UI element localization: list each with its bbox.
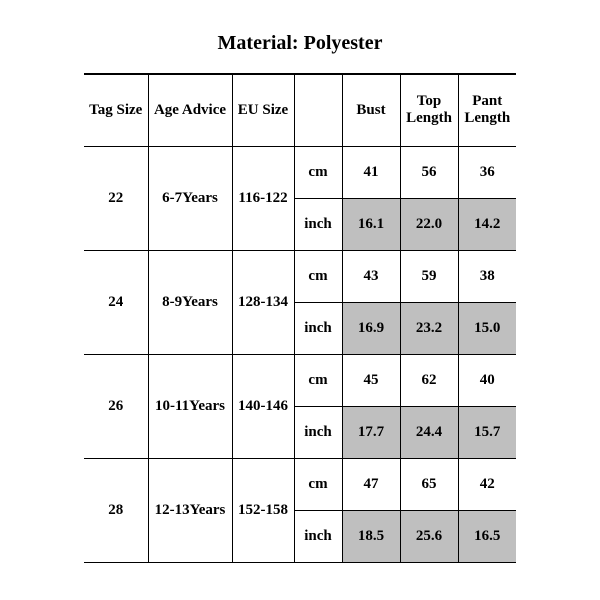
cell-pant-inch: 15.0 (458, 302, 516, 354)
cell-bust-inch: 16.1 (342, 198, 400, 250)
cell-pant-cm: 42 (458, 458, 516, 510)
size-chart-body: 226-7Years116-122cm415636inch16.122.014.… (84, 146, 516, 562)
cell-unit-inch: inch (294, 510, 342, 562)
cell-unit-inch: inch (294, 406, 342, 458)
cell-bust-cm: 47 (342, 458, 400, 510)
cell-top-inch: 25.6 (400, 510, 458, 562)
size-chart-table: Tag Size Age Advice EU Size Bust Top Len… (84, 73, 516, 563)
table-row: 2812-13Years152-158cm476542 (84, 458, 516, 510)
col-header-eu: EU Size (232, 74, 294, 146)
table-header-row: Tag Size Age Advice EU Size Bust Top Len… (84, 74, 516, 146)
table-row: 248-9Years128-134cm435938 (84, 250, 516, 302)
cell-tag-size: 22 (84, 146, 148, 250)
cell-age-advice: 8-9Years (148, 250, 232, 354)
cell-bust-cm: 45 (342, 354, 400, 406)
cell-top-cm: 59 (400, 250, 458, 302)
cell-pant-inch: 16.5 (458, 510, 516, 562)
cell-top-inch: 22.0 (400, 198, 458, 250)
col-header-pant: Pant Length (458, 74, 516, 146)
cell-eu-size: 140-146 (232, 354, 294, 458)
cell-top-inch: 24.4 (400, 406, 458, 458)
cell-top-inch: 23.2 (400, 302, 458, 354)
cell-tag-size: 26 (84, 354, 148, 458)
cell-top-cm: 65 (400, 458, 458, 510)
cell-bust-inch: 16.9 (342, 302, 400, 354)
col-header-unit (294, 74, 342, 146)
cell-unit-inch: inch (294, 198, 342, 250)
cell-pant-inch: 14.2 (458, 198, 516, 250)
cell-pant-cm: 38 (458, 250, 516, 302)
cell-unit-cm: cm (294, 354, 342, 406)
table-row: 2610-11Years140-146cm456240 (84, 354, 516, 406)
cell-eu-size: 128-134 (232, 250, 294, 354)
page-title: Material: Polyester (0, 0, 600, 73)
cell-bust-cm: 41 (342, 146, 400, 198)
col-header-bust: Bust (342, 74, 400, 146)
cell-age-advice: 6-7Years (148, 146, 232, 250)
cell-top-cm: 62 (400, 354, 458, 406)
cell-bust-inch: 18.5 (342, 510, 400, 562)
cell-unit-cm: cm (294, 458, 342, 510)
cell-pant-inch: 15.7 (458, 406, 516, 458)
cell-bust-inch: 17.7 (342, 406, 400, 458)
cell-pant-cm: 36 (458, 146, 516, 198)
cell-bust-cm: 43 (342, 250, 400, 302)
cell-tag-size: 28 (84, 458, 148, 562)
cell-pant-cm: 40 (458, 354, 516, 406)
col-header-age: Age Advice (148, 74, 232, 146)
col-header-top: Top Length (400, 74, 458, 146)
cell-unit-cm: cm (294, 250, 342, 302)
table-row: 226-7Years116-122cm415636 (84, 146, 516, 198)
col-header-tag: Tag Size (84, 74, 148, 146)
cell-eu-size: 152-158 (232, 458, 294, 562)
cell-top-cm: 56 (400, 146, 458, 198)
cell-unit-cm: cm (294, 146, 342, 198)
cell-unit-inch: inch (294, 302, 342, 354)
cell-eu-size: 116-122 (232, 146, 294, 250)
cell-tag-size: 24 (84, 250, 148, 354)
cell-age-advice: 12-13Years (148, 458, 232, 562)
cell-age-advice: 10-11Years (148, 354, 232, 458)
